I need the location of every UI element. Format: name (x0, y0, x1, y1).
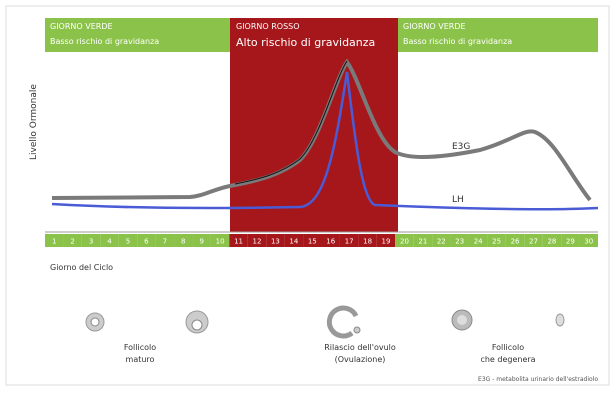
band-title: GIORNO VERDE (50, 22, 113, 31)
day-label: 7 (163, 238, 167, 246)
day-label: 28 (547, 238, 556, 246)
day-label: 30 (584, 238, 593, 246)
day-label: 14 (289, 238, 298, 246)
day-label: 20 (400, 238, 409, 246)
band-title: GIORNO VERDE (403, 22, 466, 31)
band-subtitle: Basso rischio di gravidanza (403, 37, 512, 46)
band-subtitle: Basso rischio di gravidanza (50, 37, 159, 46)
follicle-icon (457, 315, 467, 325)
stage-label: (Ovulazione) (335, 355, 386, 364)
follicle-icon (556, 314, 564, 326)
day-label: 22 (437, 238, 446, 246)
stage-label: maturo (126, 355, 155, 364)
day-label: 8 (181, 238, 185, 246)
day-label: 24 (474, 238, 483, 246)
day-label: 19 (382, 238, 391, 246)
stage-label: Follicolo (492, 343, 524, 352)
y-axis-label: Livello Ormonale (29, 84, 39, 160)
day-label: 5 (126, 238, 130, 246)
stage-label: Follicolo (124, 343, 156, 352)
day-label: 21 (418, 238, 427, 246)
stage-label: Rilascio dell'ovulo (324, 343, 396, 352)
x-axis-label: Giorno del Ciclo (50, 263, 113, 272)
day-label: 6 (144, 238, 149, 246)
curve-label: LH (452, 195, 464, 205)
day-label: 18 (363, 238, 372, 246)
stage-label: che degenera (480, 355, 535, 364)
day-label: 3 (89, 238, 93, 246)
day-label: 1 (52, 238, 56, 246)
band-subtitle: Alto rischio di gravidanza (236, 36, 375, 49)
day-label: 29 (566, 238, 575, 246)
diagram: GIORNO VERDE Basso rischio di gravidanza… (0, 0, 615, 391)
follicle-icon (91, 318, 99, 326)
day-label: 13 (271, 238, 280, 246)
day-label: 2 (70, 238, 74, 246)
footnote: E3G - metabolita urinario dell'estradiol… (478, 376, 598, 383)
day-label: 16 (326, 238, 335, 246)
day-label: 17 (345, 238, 354, 246)
day-label: 23 (455, 238, 464, 246)
day-label: 26 (511, 238, 520, 246)
ovulation-icon (354, 327, 360, 333)
day-label: 25 (492, 238, 501, 246)
day-label: 9 (199, 238, 203, 246)
day-label: 15 (308, 238, 317, 246)
day-label: 10 (216, 238, 225, 246)
day-label: 4 (107, 238, 112, 246)
day-label: 12 (253, 238, 262, 246)
band-title: GIORNO ROSSO (236, 22, 300, 31)
follicle-icon (192, 320, 202, 330)
day-label: 11 (234, 238, 243, 246)
curve-label: E3G (452, 142, 470, 152)
day-label: 27 (529, 238, 538, 246)
